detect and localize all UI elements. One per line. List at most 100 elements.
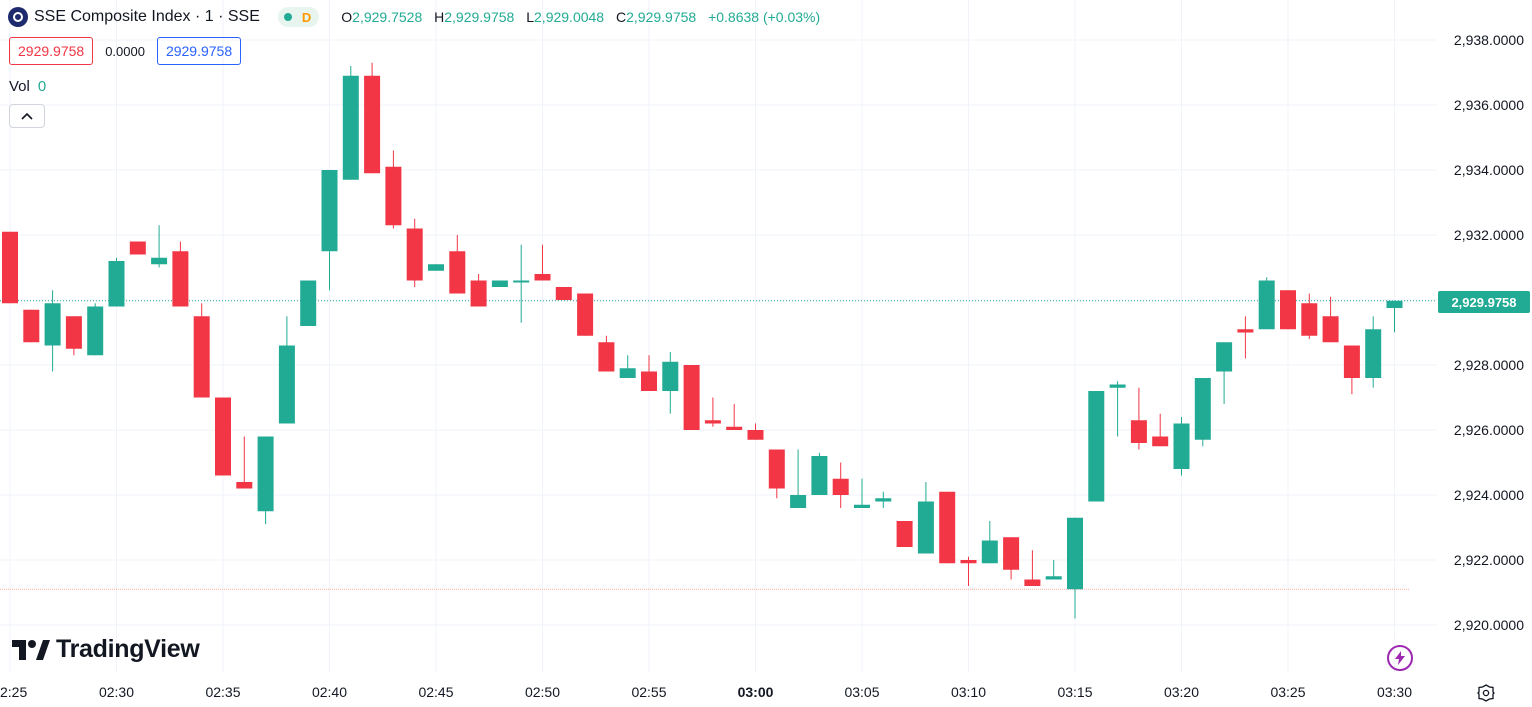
candle[interactable] bbox=[278, 316, 295, 424]
candle[interactable] bbox=[598, 335, 615, 372]
candle[interactable] bbox=[385, 150, 402, 229]
candle[interactable] bbox=[300, 280, 317, 327]
candle[interactable] bbox=[1258, 277, 1275, 330]
volume-value: 0 bbox=[37, 78, 47, 95]
candle[interactable] bbox=[747, 423, 764, 440]
time-tick-label: 2:25 bbox=[0, 684, 27, 700]
brand-name: TradingView bbox=[56, 635, 200, 663]
candle-body bbox=[1173, 423, 1190, 469]
candle[interactable] bbox=[1152, 413, 1169, 447]
candle[interactable] bbox=[1130, 387, 1147, 450]
candle[interactable] bbox=[236, 436, 253, 489]
price-axis[interactable]: 2,938.0000 2,936.0000 2,934.0000 2,932.0000… bbox=[1454, 32, 1524, 633]
candle-body bbox=[151, 257, 168, 265]
candle[interactable] bbox=[108, 257, 125, 307]
candle[interactable] bbox=[981, 521, 998, 564]
candle[interactable] bbox=[619, 355, 636, 378]
candle[interactable] bbox=[875, 491, 892, 508]
candle-body bbox=[811, 456, 828, 495]
candle[interactable] bbox=[1067, 517, 1083, 619]
candle[interactable] bbox=[896, 521, 913, 547]
settings-button[interactable] bbox=[1476, 683, 1496, 703]
candle[interactable] bbox=[960, 556, 977, 586]
candle-body bbox=[598, 342, 615, 372]
candle[interactable] bbox=[1237, 316, 1254, 359]
time-tick-label: 03:20 bbox=[1164, 684, 1199, 700]
candle-body bbox=[577, 293, 594, 336]
candle[interactable] bbox=[768, 449, 785, 499]
candle-body bbox=[491, 280, 508, 287]
candle[interactable] bbox=[87, 303, 104, 356]
candle[interactable] bbox=[23, 309, 40, 343]
candle-body bbox=[1109, 384, 1126, 388]
candle[interactable] bbox=[470, 274, 487, 307]
candle[interactable] bbox=[811, 452, 828, 495]
sell-price-button[interactable]: 2929.9758 bbox=[9, 37, 94, 65]
candle[interactable] bbox=[662, 352, 679, 414]
candle[interactable] bbox=[1322, 296, 1339, 343]
candles[interactable] bbox=[2, 62, 1403, 619]
candle[interactable] bbox=[1365, 316, 1382, 388]
candle[interactable] bbox=[1024, 550, 1041, 586]
candle[interactable] bbox=[321, 170, 338, 291]
time-tick-label: 03:15 bbox=[1057, 684, 1092, 700]
candle[interactable] bbox=[44, 290, 61, 372]
candle[interactable] bbox=[491, 280, 508, 288]
candle[interactable] bbox=[364, 62, 381, 174]
candle[interactable] bbox=[790, 449, 807, 509]
volume-label: Vol bbox=[9, 78, 30, 95]
candle[interactable] bbox=[1216, 342, 1233, 404]
candle-body bbox=[406, 228, 423, 281]
symbol-legend: SSE Composite Index · 1 · SSE D O2,929.7… bbox=[8, 6, 820, 28]
candle[interactable] bbox=[151, 225, 168, 268]
candle[interactable] bbox=[193, 303, 210, 398]
tradingview-logo[interactable]: TradingView bbox=[12, 635, 200, 664]
candle[interactable] bbox=[704, 397, 721, 427]
replay-button[interactable] bbox=[1387, 645, 1413, 671]
candle[interactable] bbox=[726, 404, 743, 430]
buy-price-button[interactable]: 2929.9758 bbox=[156, 37, 242, 65]
candle[interactable] bbox=[342, 66, 359, 180]
candle[interactable] bbox=[854, 478, 870, 508]
candle[interactable] bbox=[683, 365, 700, 430]
candle[interactable] bbox=[1343, 345, 1360, 395]
candle[interactable] bbox=[428, 264, 444, 271]
candle[interactable] bbox=[1045, 560, 1062, 580]
symbol-title[interactable]: SSE Composite Index · 1 · SSE bbox=[34, 8, 260, 25]
candle[interactable] bbox=[917, 482, 934, 554]
candle[interactable] bbox=[534, 244, 551, 281]
candle[interactable] bbox=[1088, 391, 1105, 502]
candle-body bbox=[87, 306, 104, 356]
candle[interactable] bbox=[257, 436, 274, 525]
candle[interactable] bbox=[2, 231, 18, 304]
candle[interactable] bbox=[939, 491, 956, 564]
market-status[interactable]: D bbox=[277, 7, 320, 27]
candle-body bbox=[854, 504, 870, 508]
candle[interactable] bbox=[449, 235, 466, 294]
candle[interactable] bbox=[555, 287, 572, 300]
candle[interactable] bbox=[1109, 381, 1126, 437]
candle[interactable] bbox=[1003, 537, 1020, 580]
chart-grid bbox=[0, 0, 1437, 672]
candle[interactable] bbox=[832, 462, 849, 509]
candle[interactable] bbox=[65, 316, 82, 356]
candle[interactable] bbox=[215, 397, 231, 476]
candle[interactable] bbox=[1386, 300, 1403, 333]
candle[interactable] bbox=[641, 355, 657, 391]
candle[interactable] bbox=[406, 218, 423, 287]
time-axis[interactable]: 2:25 02:30 02:35 02:40 02:45 02:50 02:55 03:00 0… bbox=[0, 684, 1412, 700]
candle[interactable] bbox=[1280, 290, 1296, 330]
candle-body bbox=[1258, 280, 1275, 330]
price-tick-label: 2,926.0000 bbox=[1454, 422, 1524, 438]
candle[interactable] bbox=[1173, 417, 1190, 476]
candle[interactable] bbox=[513, 244, 530, 323]
candle[interactable] bbox=[1194, 378, 1211, 447]
candle[interactable] bbox=[172, 241, 189, 307]
collapse-legend-button[interactable] bbox=[9, 104, 45, 128]
candle[interactable] bbox=[129, 241, 146, 255]
candle-body bbox=[342, 75, 359, 180]
candle-body bbox=[108, 261, 125, 307]
candle[interactable] bbox=[1301, 293, 1318, 340]
candle[interactable] bbox=[577, 293, 594, 336]
